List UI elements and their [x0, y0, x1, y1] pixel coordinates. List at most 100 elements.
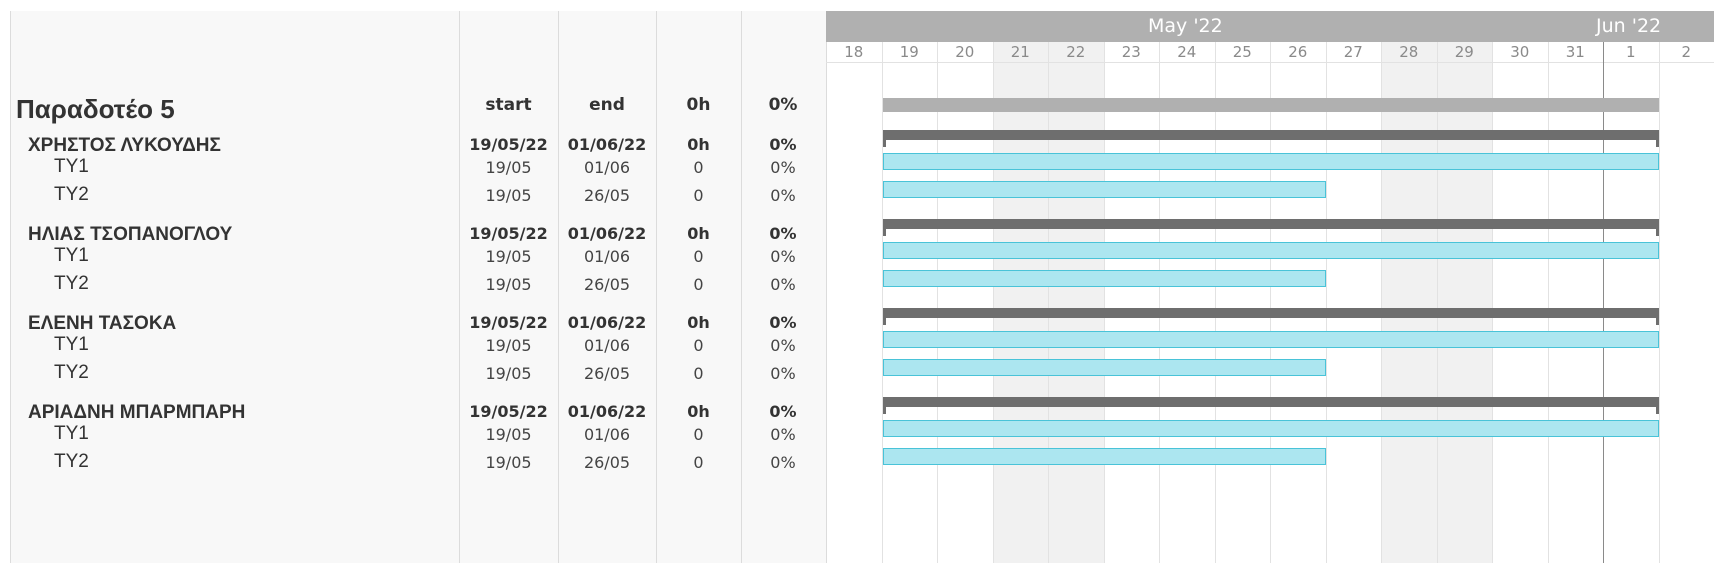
task-start-date: 19/05: [485, 247, 532, 266]
task-bar[interactable]: [882, 181, 1326, 198]
task-bar[interactable]: [882, 153, 1659, 170]
assignee-name[interactable]: ΗΛΙΑΣ ΤΣΟΠΑΝΟΓΛΟΥ: [28, 224, 233, 245]
task-start-date: 19/05: [485, 425, 532, 444]
day-label: 21: [1010, 43, 1030, 61]
task-hours: 0: [693, 425, 704, 444]
day-gridline: [1381, 42, 1382, 563]
task-hours: 0: [693, 364, 704, 383]
task-hours: 0: [693, 186, 704, 205]
group-bar-end-cap: [1655, 227, 1659, 236]
day-gridline: [881, 42, 883, 563]
day-label: 18: [844, 43, 864, 61]
task-name[interactable]: ΤΥ1: [54, 156, 89, 177]
task-name[interactable]: ΤΥ1: [54, 423, 89, 444]
group-start-date: 19/05/22: [469, 135, 548, 154]
task-start-date: 19/05: [485, 336, 532, 355]
start-column: [459, 11, 559, 563]
group-bar[interactable]: [882, 397, 1659, 407]
task-name[interactable]: ΤΥ2: [54, 184, 89, 205]
task-hours: 0: [693, 158, 704, 177]
project-title: Παραδοτέο 5: [16, 94, 175, 124]
hours-column: [656, 11, 742, 563]
today-marker: [1603, 42, 1604, 563]
group-bar-end-cap: [1655, 138, 1659, 147]
task-start-date: 19/05: [485, 158, 532, 177]
group-bar-start-cap: [882, 138, 886, 147]
task-percent: 0%: [770, 247, 796, 266]
task-percent: 0%: [770, 453, 796, 472]
day-label: 27: [1343, 43, 1363, 61]
group-bar[interactable]: [882, 130, 1659, 140]
task-name[interactable]: ΤΥ2: [54, 362, 89, 383]
month-label-may: May '22: [1148, 15, 1223, 37]
group-hours: 0h: [687, 402, 710, 421]
group-hours: 0h: [687, 224, 710, 243]
group-bar[interactable]: [882, 308, 1659, 318]
month-header-bar: [826, 11, 1714, 42]
group-bar-end-cap: [1655, 405, 1659, 414]
group-bar-end-cap: [1655, 316, 1659, 325]
group-bar-start-cap: [882, 316, 886, 325]
day-gridline: [1214, 42, 1216, 563]
task-bar[interactable]: [882, 331, 1659, 348]
group-percent: 0%: [769, 402, 797, 421]
task-start-date: 19/05: [485, 186, 532, 205]
group-start-date: 19/05/22: [469, 402, 548, 421]
day-label: 1: [1625, 43, 1636, 61]
group-start-date: 19/05/22: [469, 224, 548, 243]
task-bar[interactable]: [882, 270, 1326, 287]
group-hours: 0h: [687, 313, 710, 332]
day-label: 24: [1177, 43, 1197, 61]
day-gridline: [992, 42, 994, 563]
end-column: [558, 11, 657, 563]
group-bar-start-cap: [882, 405, 886, 414]
task-end-date: 01/06: [583, 247, 631, 266]
day-label: 30: [1510, 43, 1530, 61]
name-column: [10, 11, 460, 563]
day-gridline: [1159, 42, 1160, 563]
day-gridline: [1436, 42, 1438, 563]
task-end-date: 01/06: [583, 336, 631, 355]
group-bar-start-cap: [882, 227, 886, 236]
project-summary-bar[interactable]: [882, 98, 1659, 112]
task-percent: 0%: [770, 425, 796, 444]
task-percent: 0%: [770, 336, 796, 355]
group-bar[interactable]: [882, 219, 1659, 229]
day-gridline: [1658, 42, 1660, 563]
task-name[interactable]: ΤΥ1: [54, 245, 89, 266]
task-name[interactable]: ΤΥ2: [54, 451, 89, 472]
task-bar[interactable]: [882, 420, 1659, 437]
day-label: 31: [1565, 43, 1585, 61]
day-label: 26: [1288, 43, 1308, 61]
group-end-date: 01/06/22: [567, 135, 647, 154]
day-label: 28: [1399, 43, 1419, 61]
month-label-jun: Jun '22: [1596, 15, 1662, 37]
task-percent: 0%: [770, 158, 796, 177]
group-percent: 0%: [769, 135, 797, 154]
assignee-name[interactable]: ΧΡΗΣΤΟΣ ΛΥΚΟΥΔΗΣ: [28, 135, 221, 156]
assignee-name[interactable]: ΕΛΕΝΗ ΤΑΣΟΚΑ: [28, 313, 177, 334]
task-end-date: 26/05: [583, 186, 631, 205]
task-percent: 0%: [770, 364, 796, 383]
task-start-date: 19/05: [485, 275, 532, 294]
task-bar[interactable]: [882, 448, 1326, 465]
percent-header[interactable]: 0%: [768, 95, 798, 115]
day-label: 25: [1232, 43, 1252, 61]
task-name[interactable]: ΤΥ1: [54, 334, 89, 355]
assignee-name[interactable]: ΑΡΙΑΔΝΗ ΜΠΑΡΜΠΑΡΗ: [28, 402, 246, 423]
group-end-date: 01/06/22: [567, 224, 647, 243]
group-end-date: 01/06/22: [567, 402, 647, 421]
start-header[interactable]: start: [485, 95, 532, 115]
end-header[interactable]: end: [589, 95, 625, 115]
task-hours: 0: [693, 247, 704, 266]
day-label: 22: [1066, 43, 1086, 61]
task-bar[interactable]: [882, 359, 1326, 376]
day-gridline: [1048, 42, 1049, 563]
day-gridline: [1103, 42, 1105, 563]
task-bar[interactable]: [882, 242, 1659, 259]
day-label: 23: [1121, 43, 1141, 61]
day-label: 2: [1681, 43, 1692, 61]
task-name[interactable]: ΤΥ2: [54, 273, 89, 294]
task-end-date: 26/05: [583, 275, 631, 294]
hours-header[interactable]: 0h: [686, 95, 711, 115]
